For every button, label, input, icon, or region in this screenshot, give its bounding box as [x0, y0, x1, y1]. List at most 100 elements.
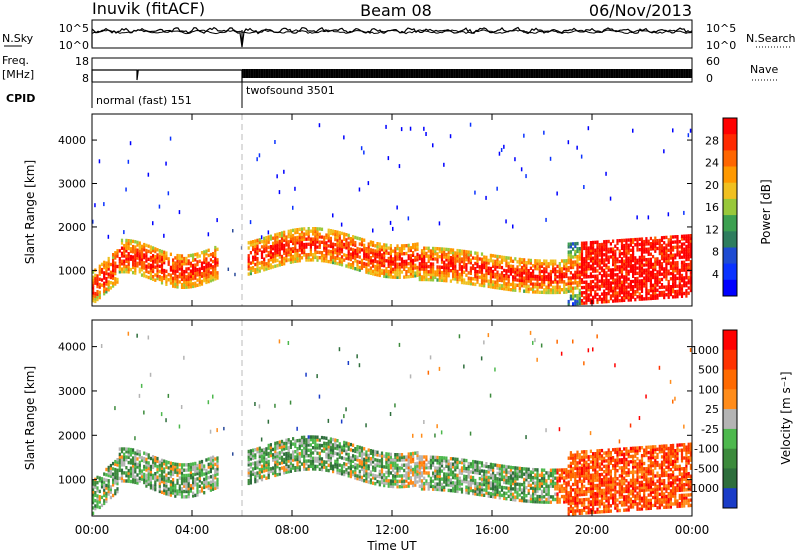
velocity-cell — [287, 341, 290, 345]
velocity-cell — [272, 455, 275, 460]
velocity-cell — [260, 464, 264, 468]
velocity-cell — [272, 453, 275, 457]
power-cell — [585, 283, 588, 287]
power-cell — [498, 265, 501, 269]
power-cell — [589, 246, 592, 250]
power-cell — [563, 261, 566, 266]
power-cell — [216, 260, 219, 265]
velocity-cell — [369, 480, 372, 485]
velocity-cell — [112, 472, 115, 476]
power-cell — [616, 257, 619, 261]
nave-bar — [479, 69, 481, 78]
velocity-cell — [263, 461, 266, 465]
power-cell — [403, 252, 406, 256]
power-cell — [152, 248, 155, 253]
velocity-cell — [356, 463, 359, 467]
power-cell — [138, 262, 141, 266]
velocity-cell — [338, 450, 341, 454]
power-cell — [685, 289, 688, 293]
power-cell — [205, 280, 208, 285]
power-cell — [480, 270, 484, 275]
power-cell — [147, 249, 150, 254]
velocity-cell — [180, 465, 184, 470]
velocity-cell — [180, 489, 184, 494]
power-cell — [480, 268, 484, 272]
velocity-cell — [347, 444, 350, 449]
power-cell — [607, 265, 610, 270]
velocity-cell — [287, 440, 290, 445]
velocity-cell — [318, 462, 321, 466]
power-cell — [378, 260, 381, 265]
power-cell — [472, 266, 475, 271]
power-cell — [645, 268, 648, 272]
power-cell — [334, 261, 337, 265]
power-cell — [329, 236, 332, 241]
power-cell — [103, 273, 106, 278]
power-cell — [525, 287, 528, 291]
velocity-cell — [320, 449, 324, 453]
power-cell — [669, 256, 672, 260]
power-cell — [247, 259, 250, 263]
power-cell — [389, 254, 392, 258]
velocity-cell — [300, 438, 304, 442]
velocity-cell — [180, 463, 184, 467]
power-cell — [254, 249, 257, 254]
power-cell — [278, 245, 281, 249]
power-cell — [616, 267, 619, 272]
velocity-cell — [212, 463, 215, 467]
power-cell — [332, 213, 334, 218]
power-cell — [689, 281, 692, 285]
velocity-cell — [445, 464, 448, 468]
velocity-cell — [309, 438, 312, 442]
power-cell — [480, 252, 484, 256]
power-cell — [429, 262, 432, 266]
power-cell — [283, 233, 286, 237]
power-cell — [583, 262, 586, 266]
power-cell — [316, 237, 319, 241]
velocity-cell — [432, 455, 435, 459]
power-cell — [578, 296, 581, 300]
velocity-cell — [114, 473, 117, 477]
velocity-cell — [409, 478, 412, 483]
power-cell — [580, 270, 584, 274]
velocity-cell — [118, 466, 121, 470]
velocity-cell — [203, 467, 206, 471]
power-cell — [363, 150, 365, 155]
velocity-cell — [443, 488, 446, 492]
velocity-cell — [332, 469, 335, 474]
velocity-cell — [247, 481, 250, 486]
power-cell — [352, 261, 355, 265]
power-cell — [423, 264, 426, 269]
power-cell — [592, 266, 595, 271]
velocity-cell — [416, 453, 419, 458]
power-cell — [585, 256, 588, 261]
power-cell — [289, 237, 292, 241]
power-cell — [616, 275, 619, 279]
power-cell — [412, 274, 415, 278]
velocity-cell — [96, 494, 99, 498]
power-cell — [512, 224, 514, 229]
power-cell — [456, 251, 459, 255]
velocity-cell — [374, 468, 377, 473]
power-cell — [249, 266, 252, 270]
velocity-cell — [212, 487, 215, 491]
power-cell — [127, 262, 130, 266]
velocity-cell — [434, 477, 437, 481]
power-cell — [445, 263, 448, 267]
power-cell — [338, 236, 341, 240]
nave-bar — [452, 69, 454, 78]
nave-bar — [318, 69, 320, 78]
power-cell — [487, 258, 490, 263]
power-cell — [472, 264, 475, 268]
power-cell — [305, 237, 308, 241]
power-cell — [554, 288, 557, 292]
velocity-cell — [127, 331, 130, 336]
velocity-cell — [138, 460, 141, 465]
power-cell — [507, 274, 510, 278]
power-cell — [154, 273, 157, 277]
power-cell — [483, 276, 486, 280]
velocity-cell — [394, 453, 397, 457]
power-cell — [643, 281, 646, 285]
velocity-cell — [172, 467, 175, 471]
power-cell — [316, 235, 319, 239]
